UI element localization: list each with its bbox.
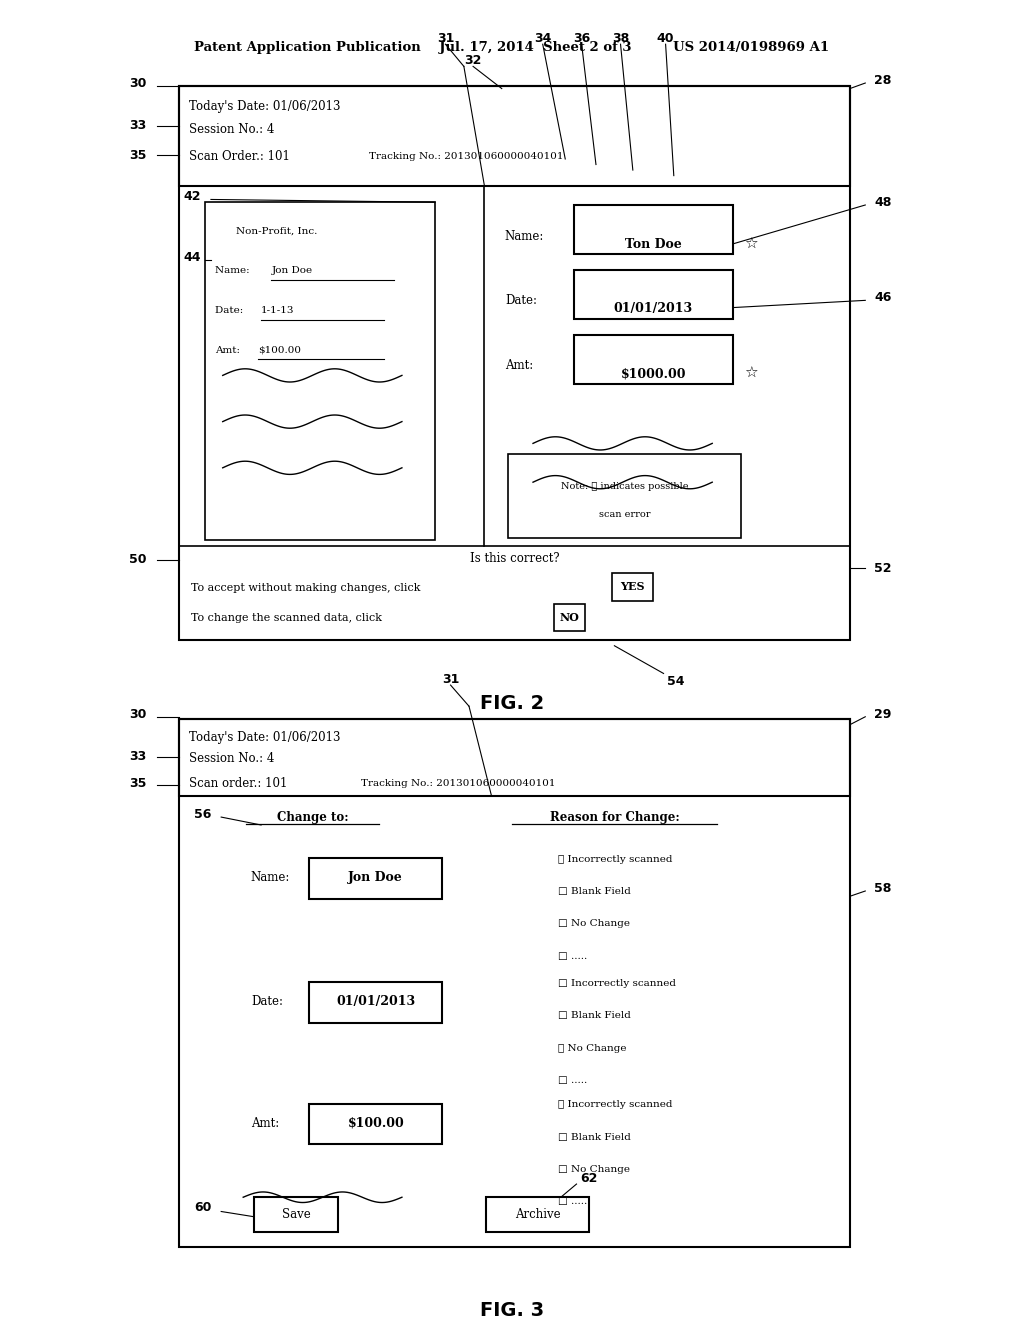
Text: 42: 42	[183, 190, 202, 203]
Text: Reason for Change:: Reason for Change:	[550, 810, 679, 824]
Text: Is this correct?: Is this correct?	[470, 552, 559, 565]
Text: 35: 35	[130, 777, 146, 791]
Text: NO: NO	[559, 612, 580, 623]
Bar	[574, 206, 733, 255]
Bar	[574, 269, 733, 318]
Text: ☆: ☆	[743, 366, 758, 381]
Text: Scan order.: 101: Scan order.: 101	[189, 777, 288, 791]
Text: Jon Doe: Jon Doe	[348, 871, 403, 884]
Text: 44: 44	[183, 251, 202, 264]
Bar	[309, 1104, 442, 1144]
Text: □ No Change: □ No Change	[558, 920, 630, 928]
Text: □ .....: □ .....	[558, 1076, 588, 1085]
Bar	[309, 858, 442, 899]
Text: □ Blank Field: □ Blank Field	[558, 887, 631, 896]
Bar	[254, 1197, 338, 1232]
Text: Date:: Date:	[505, 294, 537, 308]
Text: scan error: scan error	[599, 510, 650, 519]
Bar	[486, 1197, 589, 1232]
Text: Archive: Archive	[515, 1208, 560, 1221]
Bar	[179, 86, 850, 640]
Text: 35: 35	[130, 149, 146, 161]
Bar	[179, 719, 850, 796]
Text: 38: 38	[612, 32, 629, 45]
Text: 54: 54	[667, 676, 685, 688]
Text: 28: 28	[874, 74, 891, 87]
Bar	[612, 573, 653, 601]
Text: Today's Date: 01/06/2013: Today's Date: 01/06/2013	[189, 100, 341, 112]
Text: ☒ Incorrectly scanned: ☒ Incorrectly scanned	[558, 855, 673, 863]
Text: Scan Order.: 101: Scan Order.: 101	[189, 149, 291, 162]
Text: To accept without making changes, click: To accept without making changes, click	[191, 582, 425, 593]
Text: To change the scanned data, click: To change the scanned data, click	[191, 612, 386, 623]
Text: $100.00: $100.00	[258, 346, 301, 355]
Text: Name:: Name:	[215, 267, 253, 276]
Text: Change to:: Change to:	[276, 810, 348, 824]
Text: 01/01/2013: 01/01/2013	[613, 302, 693, 315]
Text: Non-Profit, Inc.: Non-Profit, Inc.	[236, 227, 316, 236]
Bar	[309, 982, 442, 1023]
Text: Amt:: Amt:	[505, 359, 534, 372]
Text: Amt:: Amt:	[251, 1117, 280, 1130]
Text: Date:: Date:	[251, 995, 283, 1008]
Text: 32: 32	[465, 54, 481, 67]
Text: FIG. 3: FIG. 3	[480, 1302, 544, 1320]
Text: 52: 52	[873, 561, 892, 574]
Text: Patent Application Publication    Jul. 17, 2014  Sheet 2 of 3         US 2014/01: Patent Application Publication Jul. 17, …	[195, 41, 829, 54]
Bar	[179, 719, 850, 1247]
Text: ☒ Incorrectly scanned: ☒ Incorrectly scanned	[558, 1101, 673, 1109]
Text: 31: 31	[442, 673, 459, 686]
Text: 30: 30	[130, 77, 146, 90]
Text: 34: 34	[535, 32, 551, 45]
Text: Date:: Date:	[215, 306, 247, 315]
Text: □ Incorrectly scanned: □ Incorrectly scanned	[558, 979, 676, 987]
Text: Tracking No.: 201301060000040101: Tracking No.: 201301060000040101	[361, 779, 556, 788]
Text: $100.00: $100.00	[347, 1117, 404, 1130]
Text: Session No.: 4: Session No.: 4	[189, 123, 274, 136]
Bar	[554, 603, 585, 631]
Text: Session No.: 4: Session No.: 4	[189, 752, 274, 766]
Text: □ Blank Field: □ Blank Field	[558, 1011, 631, 1020]
Text: Save: Save	[282, 1208, 310, 1221]
Text: 46: 46	[874, 292, 891, 304]
Bar	[205, 202, 435, 540]
Text: 30: 30	[130, 708, 146, 721]
Text: Name:: Name:	[251, 871, 290, 884]
Text: $1000.00: $1000.00	[621, 367, 686, 380]
Text: 1-1-13: 1-1-13	[261, 306, 295, 315]
Text: □ .....: □ .....	[558, 1197, 588, 1206]
Text: Name:: Name:	[505, 230, 544, 243]
Bar	[508, 454, 741, 537]
Text: 36: 36	[573, 32, 590, 45]
Bar	[179, 86, 850, 186]
Text: YES: YES	[621, 581, 645, 593]
Text: 33: 33	[130, 119, 146, 132]
Text: Today's Date: 01/06/2013: Today's Date: 01/06/2013	[189, 731, 341, 744]
Text: 58: 58	[874, 882, 891, 895]
Text: Amt:: Amt:	[215, 346, 244, 355]
Text: Tracking No.: 201301060000040101: Tracking No.: 201301060000040101	[369, 152, 563, 161]
Text: □ No Change: □ No Change	[558, 1166, 630, 1173]
Text: 01/01/2013: 01/01/2013	[336, 995, 416, 1008]
Text: □ .....: □ .....	[558, 952, 588, 961]
Text: FIG. 2: FIG. 2	[480, 694, 544, 713]
Text: Ton Doe: Ton Doe	[625, 238, 682, 251]
Text: 60: 60	[195, 1201, 211, 1214]
Text: 50: 50	[129, 553, 147, 566]
Text: ☆: ☆	[743, 236, 758, 252]
Text: 62: 62	[581, 1172, 597, 1185]
Text: 33: 33	[130, 750, 146, 763]
Text: 56: 56	[195, 808, 211, 821]
Text: □ Blank Field: □ Blank Field	[558, 1133, 631, 1142]
Bar	[574, 335, 733, 384]
Text: ☒ No Change: ☒ No Change	[558, 1044, 627, 1052]
Text: 40: 40	[656, 32, 675, 45]
Text: Jon Doe: Jon Doe	[271, 267, 312, 276]
Text: Note: ☆ indicates possible: Note: ☆ indicates possible	[561, 482, 688, 491]
Text: 31: 31	[437, 32, 454, 45]
Text: 48: 48	[874, 195, 891, 209]
Text: 29: 29	[874, 708, 891, 721]
